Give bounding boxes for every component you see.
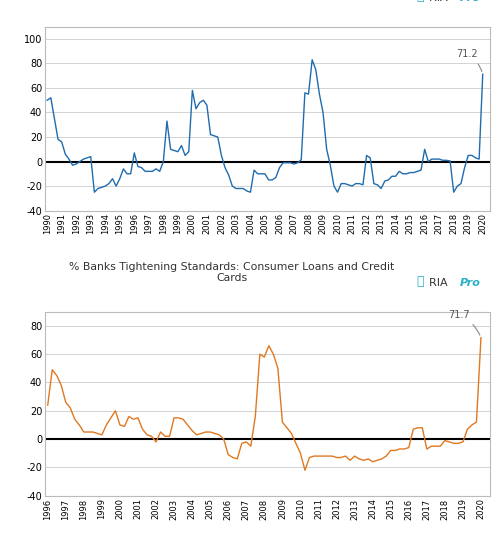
Text: ⛶: ⛶ (416, 0, 424, 3)
Title: % Banks Tightening Standards: Consumer Loans and Credit
Cards: % Banks Tightening Standards: Consumer L… (70, 262, 394, 283)
Text: 71.7: 71.7 (448, 310, 480, 335)
Text: 71.2: 71.2 (456, 49, 482, 71)
Text: ⛶: ⛶ (416, 275, 424, 288)
Text: RIA: RIA (428, 278, 450, 288)
Text: Pro: Pro (460, 278, 481, 288)
Text: Pro: Pro (460, 0, 481, 3)
Text: RIA: RIA (428, 0, 450, 3)
